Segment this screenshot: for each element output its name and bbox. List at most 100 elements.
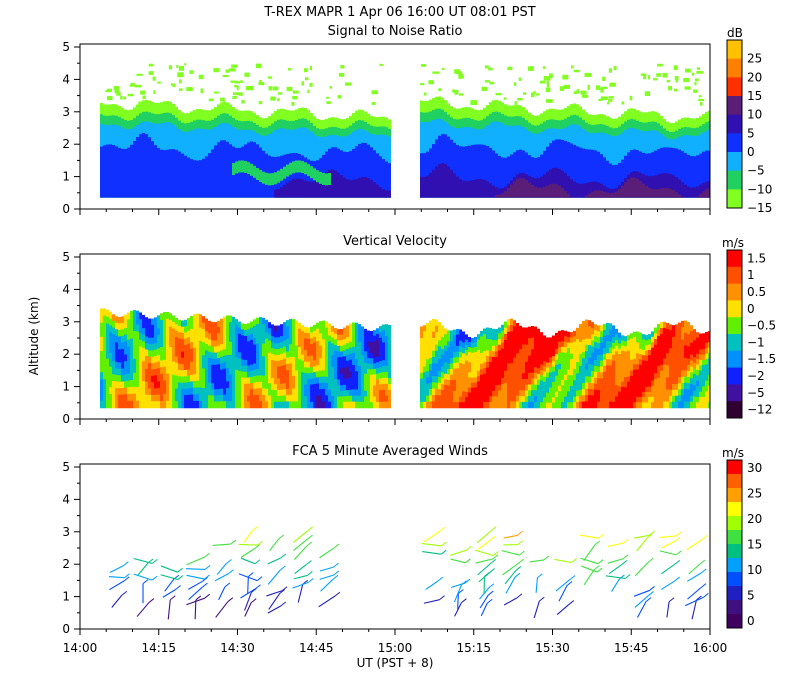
velocity-cell — [639, 391, 642, 398]
velocity-cell — [247, 365, 250, 373]
velocity-cell — [600, 401, 603, 409]
velocity-cell — [429, 370, 432, 378]
snr-cell — [648, 187, 651, 198]
velocity-cell — [145, 330, 148, 338]
velocity-cell — [489, 384, 492, 392]
velocity-cell — [337, 351, 340, 358]
velocity-cell — [699, 354, 702, 361]
velocity-cell — [109, 332, 112, 340]
velocity-cell — [337, 385, 340, 392]
snr-cell — [501, 193, 504, 198]
velocity-cell — [388, 372, 391, 379]
snr-cell — [699, 193, 702, 198]
velocity-cell — [645, 371, 648, 378]
velocity-cell — [343, 350, 346, 357]
snr-cell — [274, 189, 277, 198]
velocity-cell — [573, 358, 576, 365]
velocity-cell — [265, 388, 268, 396]
velocity-cell — [304, 373, 307, 380]
velocity-colorbar: 1.510.50−0.5−1−1.5−2−5−12 — [726, 249, 776, 419]
velocity-cell — [441, 337, 444, 344]
velocity-cell — [666, 383, 669, 391]
velocity-cell — [600, 366, 603, 373]
velocity-cell — [253, 395, 256, 402]
velocity-cell — [495, 351, 498, 358]
velocity-cell — [157, 348, 160, 356]
velocity-cell — [199, 340, 202, 349]
velocity-cell — [145, 388, 148, 396]
velocity-cell — [289, 337, 292, 345]
snr-cell — [489, 183, 492, 198]
snr-cell — [238, 147, 241, 198]
velocity-cell — [636, 402, 639, 409]
snr-cell — [651, 152, 654, 198]
velocity-cell — [115, 348, 118, 357]
velocity-cell — [250, 401, 253, 409]
velocity-cell — [382, 377, 385, 385]
velocity-cell — [220, 356, 223, 364]
velocity-cell — [286, 370, 289, 377]
velocity-cell — [253, 325, 256, 333]
velocity-cell — [522, 367, 525, 374]
snr-cell — [657, 174, 660, 198]
velocity-cell — [244, 377, 247, 385]
velocity-cell — [190, 335, 193, 343]
velocity-cell — [690, 395, 693, 403]
velocity-cell — [262, 324, 265, 332]
velocity-cell — [307, 361, 310, 369]
velocity-cell — [441, 354, 444, 362]
velocity-cell — [504, 364, 507, 372]
velocity-cell — [205, 344, 208, 351]
velocity-cell — [325, 339, 328, 347]
winds-colorbar-unit: m/s — [722, 446, 744, 460]
velocity-cell — [492, 328, 495, 336]
velocity-cell — [666, 328, 669, 336]
velocity-cell — [450, 347, 453, 354]
snr-speckle — [120, 95, 123, 100]
velocity-cell — [358, 347, 361, 355]
velocity-cell — [274, 325, 277, 333]
velocity-cell — [555, 402, 558, 409]
velocity-cell — [187, 318, 190, 326]
velocity-cell — [501, 330, 504, 338]
wind-barb — [268, 593, 281, 610]
velocity-cell — [289, 388, 292, 396]
velocity-cell — [280, 383, 283, 391]
velocity-cell — [160, 394, 163, 402]
snr-speckle — [200, 88, 203, 94]
wind-barb-flag — [699, 559, 706, 565]
velocity-cell — [501, 360, 504, 367]
velocity-cell — [510, 325, 513, 332]
velocity-cell — [361, 372, 364, 380]
velocity-cell — [295, 332, 298, 340]
velocity-cell — [325, 370, 328, 378]
velocity-cell — [373, 391, 376, 398]
velocity-cell — [190, 368, 193, 376]
velocity-cell — [337, 329, 340, 336]
snr-speckle — [485, 65, 489, 69]
velocity-cell — [558, 347, 561, 354]
velocity-cell — [507, 388, 510, 396]
velocity-cell — [450, 341, 453, 348]
snr-speckle — [152, 76, 156, 81]
wind-barb-flag — [281, 586, 288, 592]
velocity-cell — [606, 335, 609, 342]
velocity-cell — [205, 324, 208, 332]
velocity-cell — [672, 384, 675, 391]
snr-speckle — [140, 90, 146, 95]
snr-speckle — [563, 84, 571, 89]
velocity-cell — [705, 359, 708, 366]
velocity-cell — [573, 402, 576, 409]
velocity-cell — [235, 344, 238, 352]
velocity-cell — [184, 351, 187, 359]
velocity-cell — [169, 367, 172, 375]
velocity-cell — [205, 318, 208, 326]
snr-speckle — [240, 80, 243, 84]
velocity-cell — [462, 364, 465, 371]
velocity-cell — [382, 372, 385, 379]
velocity-cell — [205, 401, 208, 409]
velocity-cell — [241, 335, 244, 343]
velocity-cell — [112, 360, 115, 369]
velocity-cell — [567, 391, 570, 398]
velocity-cell — [130, 310, 133, 319]
